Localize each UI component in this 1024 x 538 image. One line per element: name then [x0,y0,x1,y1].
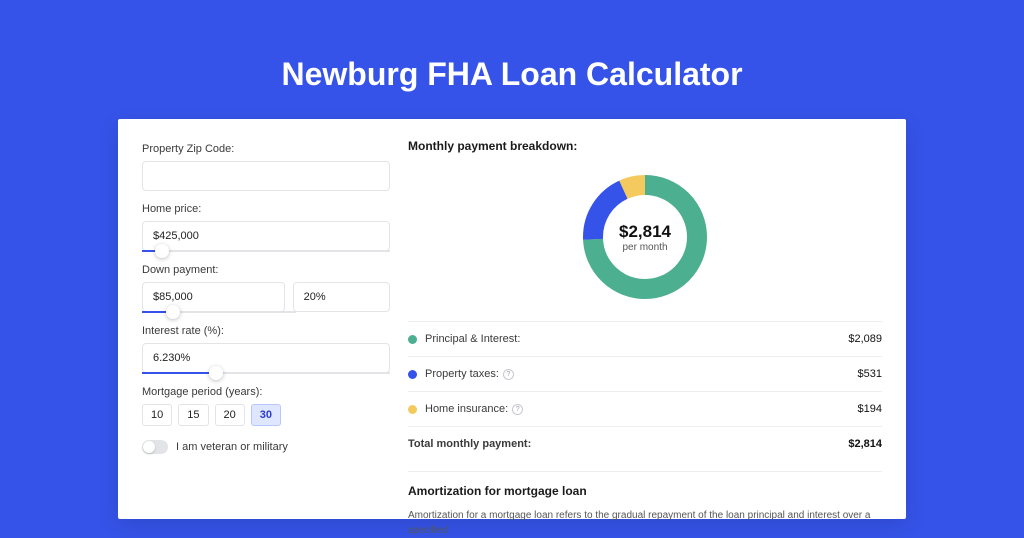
zip-input[interactable] [142,161,390,191]
legend-swatch [408,370,417,379]
donut-center: $2,814 per month [581,173,709,301]
interest-rate-slider[interactable] [142,372,390,374]
interest-rate-input[interactable] [142,343,390,373]
divider [408,426,882,427]
legend-value: $194 [858,403,882,415]
form-column: Property Zip Code: Home price: Down paym… [142,139,390,499]
page-title: Newburg FHA Loan Calculator [0,0,1024,119]
interest-rate-label: Interest rate (%): [142,325,390,337]
legend-value: $2,089 [848,333,882,345]
legend-row: Home insurance:?$194 [408,396,882,422]
period-label: Mortgage period (years): [142,386,390,398]
legend: Principal & Interest:$2,089 Property taxe… [408,326,882,422]
slider-thumb[interactable] [155,244,169,258]
legend-value: $531 [858,368,882,380]
info-icon[interactable]: ? [512,404,523,415]
down-payment-pct-input[interactable] [293,282,390,312]
info-icon[interactable]: ? [503,369,514,380]
legend-row: Principal & Interest:$2,089 [408,326,882,352]
period-option-20[interactable]: 20 [215,404,245,426]
down-payment-label: Down payment: [142,264,390,276]
period-option-30[interactable]: 30 [251,404,281,426]
veteran-row: I am veteran or military [142,440,390,454]
period-option-10[interactable]: 10 [142,404,172,426]
legend-swatch [408,405,417,414]
slider-thumb[interactable] [166,305,180,319]
donut-value: $2,814 [619,222,671,242]
donut-sub: per month [622,242,667,253]
breakdown-title: Monthly payment breakdown: [408,139,882,153]
home-price-label: Home price: [142,203,390,215]
legend-label: Home insurance:? [425,403,858,415]
home-price-input[interactable] [142,221,390,251]
calculator-card: Property Zip Code: Home price: Down paym… [118,119,906,519]
period-options: 10 15 20 30 [142,404,390,426]
down-payment-slider[interactable] [142,311,296,313]
zip-label: Property Zip Code: [142,143,390,155]
divider [408,471,882,472]
divider [408,356,882,357]
down-payment-field: Down payment: [142,264,390,313]
veteran-toggle[interactable] [142,440,168,454]
toggle-knob [143,441,155,453]
legend-total-row: Total monthly payment: $2,814 [408,431,882,457]
legend-row: Property taxes:?$531 [408,361,882,387]
down-payment-input[interactable] [142,282,285,312]
breakdown-column: Monthly payment breakdown: $2,814 per mo… [408,139,882,499]
amortization-title: Amortization for mortgage loan [408,484,882,498]
veteran-label: I am veteran or military [176,441,288,453]
amortization-section: Amortization for mortgage loan Amortizat… [408,471,882,538]
total-value: $2,814 [848,438,882,450]
total-label: Total monthly payment: [408,438,848,450]
amortization-text: Amortization for a mortgage loan refers … [408,508,882,538]
period-field: Mortgage period (years): 10 15 20 30 [142,386,390,426]
zip-field: Property Zip Code: [142,143,390,191]
divider [408,321,882,322]
legend-swatch [408,335,417,344]
donut-chart: $2,814 per month [408,163,882,317]
legend-label: Principal & Interest: [425,333,848,345]
slider-thumb[interactable] [209,366,223,380]
divider [408,391,882,392]
interest-rate-field: Interest rate (%): [142,325,390,374]
period-option-15[interactable]: 15 [178,404,208,426]
home-price-field: Home price: [142,203,390,252]
legend-label: Property taxes:? [425,368,858,380]
slider-fill [142,372,216,374]
home-price-slider[interactable] [142,250,390,252]
